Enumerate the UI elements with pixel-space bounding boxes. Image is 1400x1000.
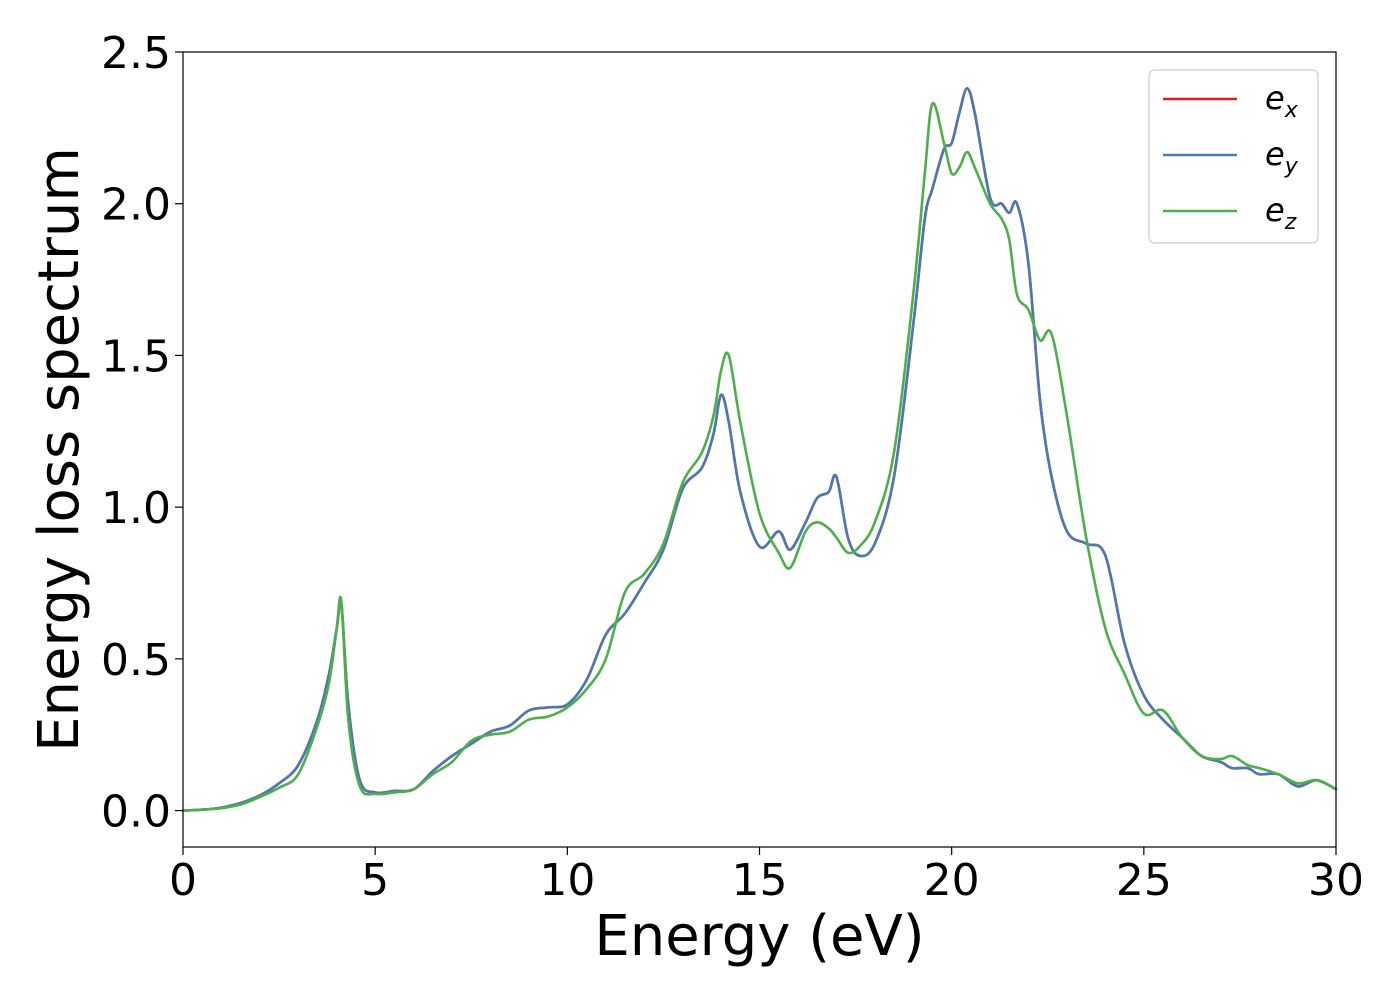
x-tick-label: 5 (361, 855, 389, 906)
legend-label-base: e (1265, 135, 1285, 173)
x-tick-label: 20 (924, 855, 980, 906)
legend-label-x: ex (1265, 79, 1299, 123)
y-axis-title: Energy loss spectrum (27, 147, 92, 752)
legend-label-y: ey (1265, 135, 1299, 179)
x-tick-label: 30 (1308, 855, 1364, 906)
series-layer (181, 87, 1338, 812)
legend-box (1148, 69, 1319, 244)
x-axis-title: Energy (eV) (594, 904, 924, 969)
legend-label-z: ez (1265, 191, 1297, 235)
legend-label-base: e (1265, 191, 1285, 229)
legend-label-sub: x (1284, 98, 1299, 123)
x-tick-label: 15 (732, 855, 788, 906)
x-tick-label: 0 (169, 855, 197, 906)
y-tick-label: 0.0 (101, 787, 171, 838)
x-tick-label: 10 (539, 855, 595, 906)
x-axis-ticks: 0 5 10 15 20 25 30 (169, 847, 1364, 906)
legend-label-sub: z (1284, 210, 1297, 235)
y-tick-label: 0.5 (101, 635, 171, 686)
y-tick-label: 2.5 (101, 28, 171, 79)
y-tick-label: 1.5 (101, 331, 171, 382)
series-line-z (181, 102, 1338, 812)
y-axis-ticks: 0.0 0.5 1.0 1.5 2.0 2.5 (101, 28, 183, 838)
legend-label-sub: y (1284, 154, 1299, 179)
series-line-y (181, 87, 1338, 812)
y-tick-label: 2.0 (101, 180, 171, 231)
x-tick-label: 25 (1116, 855, 1172, 906)
y-tick-label: 1.0 (101, 483, 171, 534)
legend-label-base: e (1265, 79, 1285, 117)
